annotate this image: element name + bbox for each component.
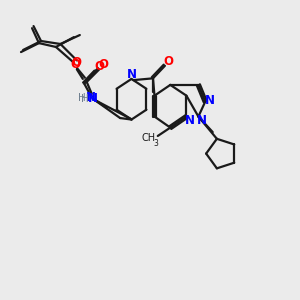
Text: 3: 3 — [154, 139, 158, 148]
Text: O: O — [70, 58, 80, 71]
Text: H: H — [81, 94, 89, 103]
Text: O: O — [98, 58, 108, 71]
Text: N: N — [185, 114, 195, 127]
Text: O: O — [95, 60, 105, 73]
Text: N: N — [205, 94, 215, 106]
Text: O: O — [164, 55, 173, 68]
Text: N: N — [127, 68, 136, 81]
Text: N: N — [86, 91, 96, 104]
Text: CH: CH — [142, 133, 156, 143]
Text: O: O — [72, 56, 82, 69]
Text: N: N — [88, 92, 98, 105]
Text: N: N — [197, 114, 207, 127]
Text: H: H — [78, 93, 86, 103]
